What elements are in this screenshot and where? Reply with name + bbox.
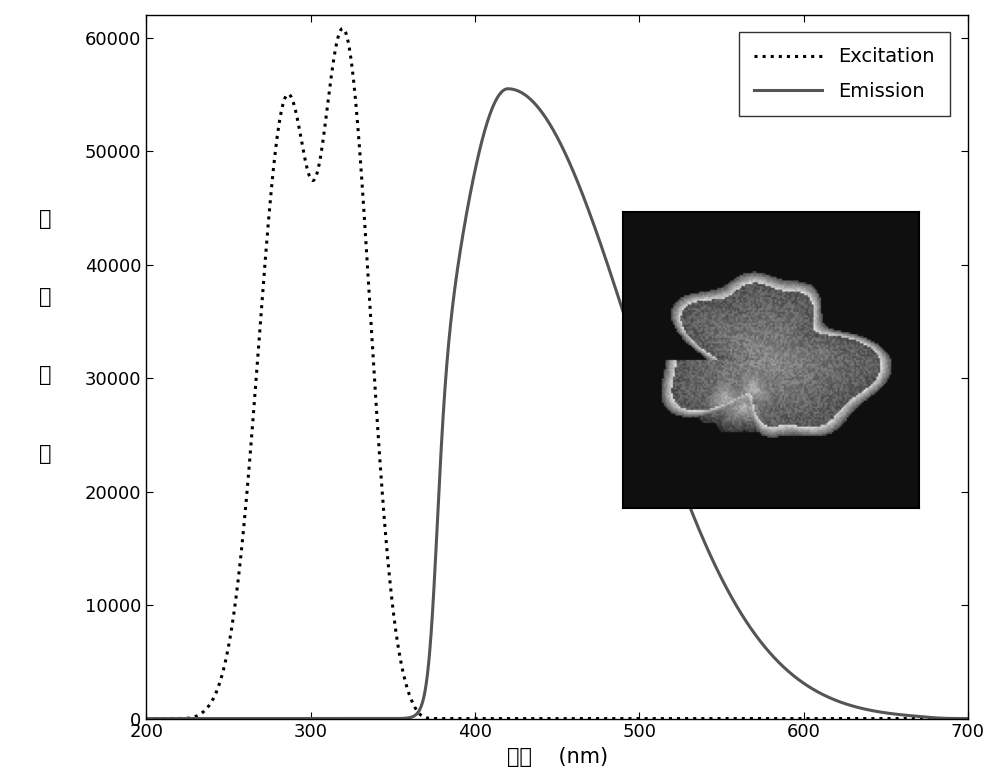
Excitation — [962, 714, 974, 723]
Line: Emission: Emission — [146, 89, 968, 719]
Text: 光: 光 — [39, 287, 51, 307]
Text: 度: 度 — [39, 443, 51, 464]
Emission — [502, 84, 514, 94]
Excitation — [337, 23, 349, 33]
Text: 发: 发 — [39, 209, 51, 229]
Emission — [962, 714, 974, 723]
X-axis label: 波长    (nm): 波长 (nm) — [507, 747, 608, 767]
Excitation — [491, 714, 503, 723]
Excitation — [456, 714, 468, 723]
Emission — [455, 239, 467, 248]
Excitation — [234, 558, 246, 568]
Legend: Excitation, Emission: Excitation, Emission — [739, 32, 950, 117]
Excitation — [283, 90, 295, 99]
Text: 强: 强 — [39, 365, 51, 386]
Emission — [283, 714, 295, 723]
Emission — [140, 714, 152, 723]
Emission — [491, 94, 503, 103]
Emission — [858, 704, 870, 713]
Emission — [946, 714, 958, 723]
Excitation — [858, 714, 870, 723]
Excitation — [946, 714, 958, 723]
Emission — [234, 714, 246, 723]
Line: Excitation: Excitation — [146, 28, 968, 719]
Excitation — [140, 714, 152, 723]
